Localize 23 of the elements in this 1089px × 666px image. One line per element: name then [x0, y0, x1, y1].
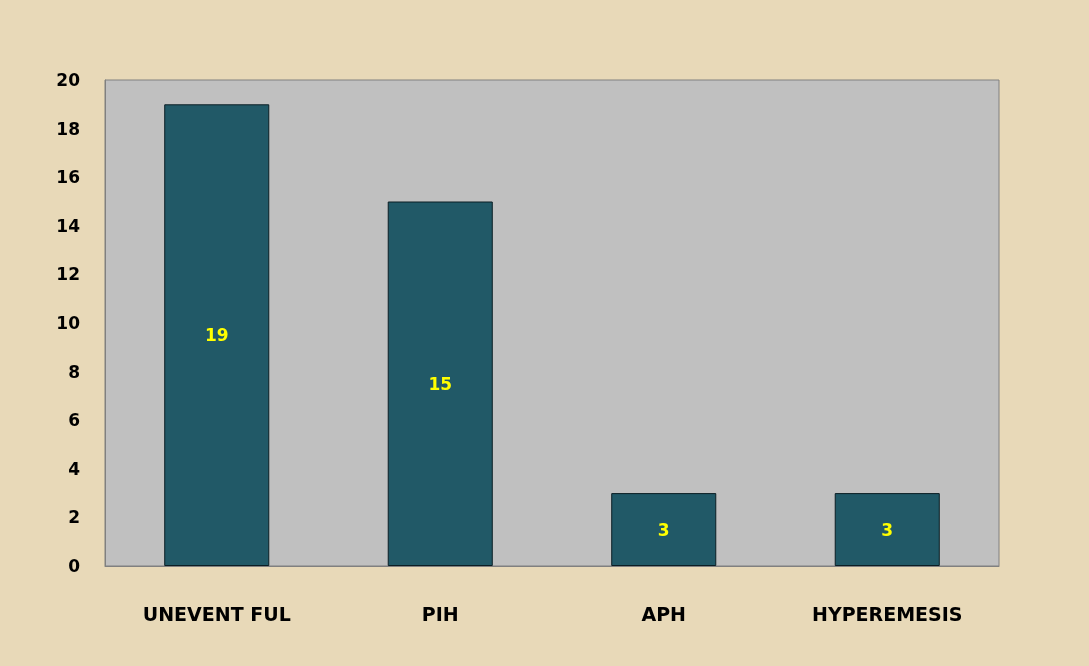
bar — [387, 201, 493, 566]
y-tick-label: 2 — [68, 507, 80, 528]
data-label: 3 — [657, 519, 670, 540]
bar — [834, 493, 940, 566]
y-tick-label: 10 — [56, 313, 81, 333]
y-tick-label: 12 — [56, 264, 80, 285]
y-tick-label: 14 — [56, 215, 81, 236]
y-tick-label: 4 — [68, 458, 81, 479]
x-tick-label: UNEVENT FUL — [142, 602, 291, 625]
y-tick-label: 18 — [56, 118, 80, 139]
y-tick-label: 0 — [68, 556, 81, 576]
x-tick-label: APH — [641, 602, 687, 625]
y-tick-label: 6 — [68, 410, 80, 431]
x-tick-label: PIH — [421, 602, 459, 625]
y-tick-label: 8 — [68, 361, 80, 382]
x-tick-label: HYPEREMESIS — [812, 602, 963, 625]
data-label: 15 — [428, 373, 453, 394]
bar — [164, 104, 270, 566]
data-label: 19 — [204, 325, 229, 346]
bar — [611, 493, 717, 566]
y-tick-label: 20 — [56, 70, 81, 90]
data-label: 3 — [881, 519, 894, 540]
y-tick-label: 16 — [56, 167, 80, 188]
